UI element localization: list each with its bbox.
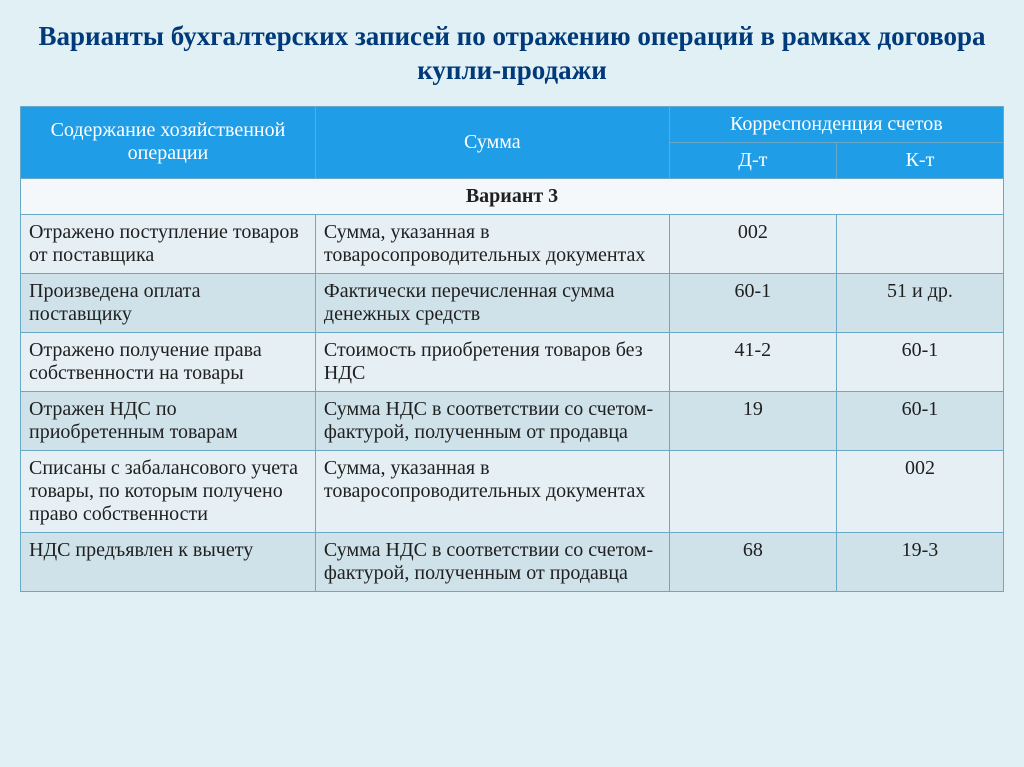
- cell-kt: 19-3: [836, 532, 1003, 591]
- cell-dt: 002: [669, 214, 836, 273]
- table-row: Произведена оплата поставщику Фактически…: [21, 273, 1004, 332]
- cell-op: Произведена оплата поставщику: [21, 273, 316, 332]
- cell-sum: Сумма НДС в соответствии со счетом-факту…: [315, 391, 669, 450]
- cell-dt: [669, 450, 836, 532]
- cell-kt: [836, 214, 1003, 273]
- col-operation: Содержание хозяйственной операции: [21, 106, 316, 178]
- col-kt: К-т: [836, 142, 1003, 178]
- cell-op: Отражено поступление товаров от поставщи…: [21, 214, 316, 273]
- cell-kt: 60-1: [836, 332, 1003, 391]
- col-dt: Д-т: [669, 142, 836, 178]
- cell-op: Списаны с забалансового учета товары, по…: [21, 450, 316, 532]
- cell-kt: 002: [836, 450, 1003, 532]
- cell-sum: Сумма, указанная в товаросопроводительны…: [315, 450, 669, 532]
- page-title: Варианты бухгалтерских записей по отраже…: [20, 20, 1004, 88]
- cell-sum: Сумма, указанная в товаросопроводительны…: [315, 214, 669, 273]
- section-header: Вариант 3: [21, 178, 1004, 214]
- cell-op: НДС предъявлен к вычету: [21, 532, 316, 591]
- cell-sum: Сумма НДС в соответствии со счетом-факту…: [315, 532, 669, 591]
- col-sum: Сумма: [315, 106, 669, 178]
- cell-op: Отражен НДС по приобретенным товарам: [21, 391, 316, 450]
- table-row: Отражен НДС по приобретенным товарам Сум…: [21, 391, 1004, 450]
- cell-dt: 19: [669, 391, 836, 450]
- cell-sum: Фактически перечисленная сумма денежных …: [315, 273, 669, 332]
- cell-dt: 60-1: [669, 273, 836, 332]
- cell-kt: 51 и др.: [836, 273, 1003, 332]
- cell-op: Отражено получение права собственности н…: [21, 332, 316, 391]
- cell-sum: Стоимость приобретения товаров без НДС: [315, 332, 669, 391]
- table-row: Отражено поступление товаров от поставщи…: [21, 214, 1004, 273]
- col-correspondence: Корреспонденция счетов: [669, 106, 1003, 142]
- cell-dt: 41-2: [669, 332, 836, 391]
- cell-kt: 60-1: [836, 391, 1003, 450]
- cell-dt: 68: [669, 532, 836, 591]
- table-row: Отражено получение права собственности н…: [21, 332, 1004, 391]
- table-row: Списаны с забалансового учета товары, по…: [21, 450, 1004, 532]
- accounting-table: Содержание хозяйственной операции Сумма …: [20, 106, 1004, 592]
- table-row: НДС предъявлен к вычету Сумма НДС в соот…: [21, 532, 1004, 591]
